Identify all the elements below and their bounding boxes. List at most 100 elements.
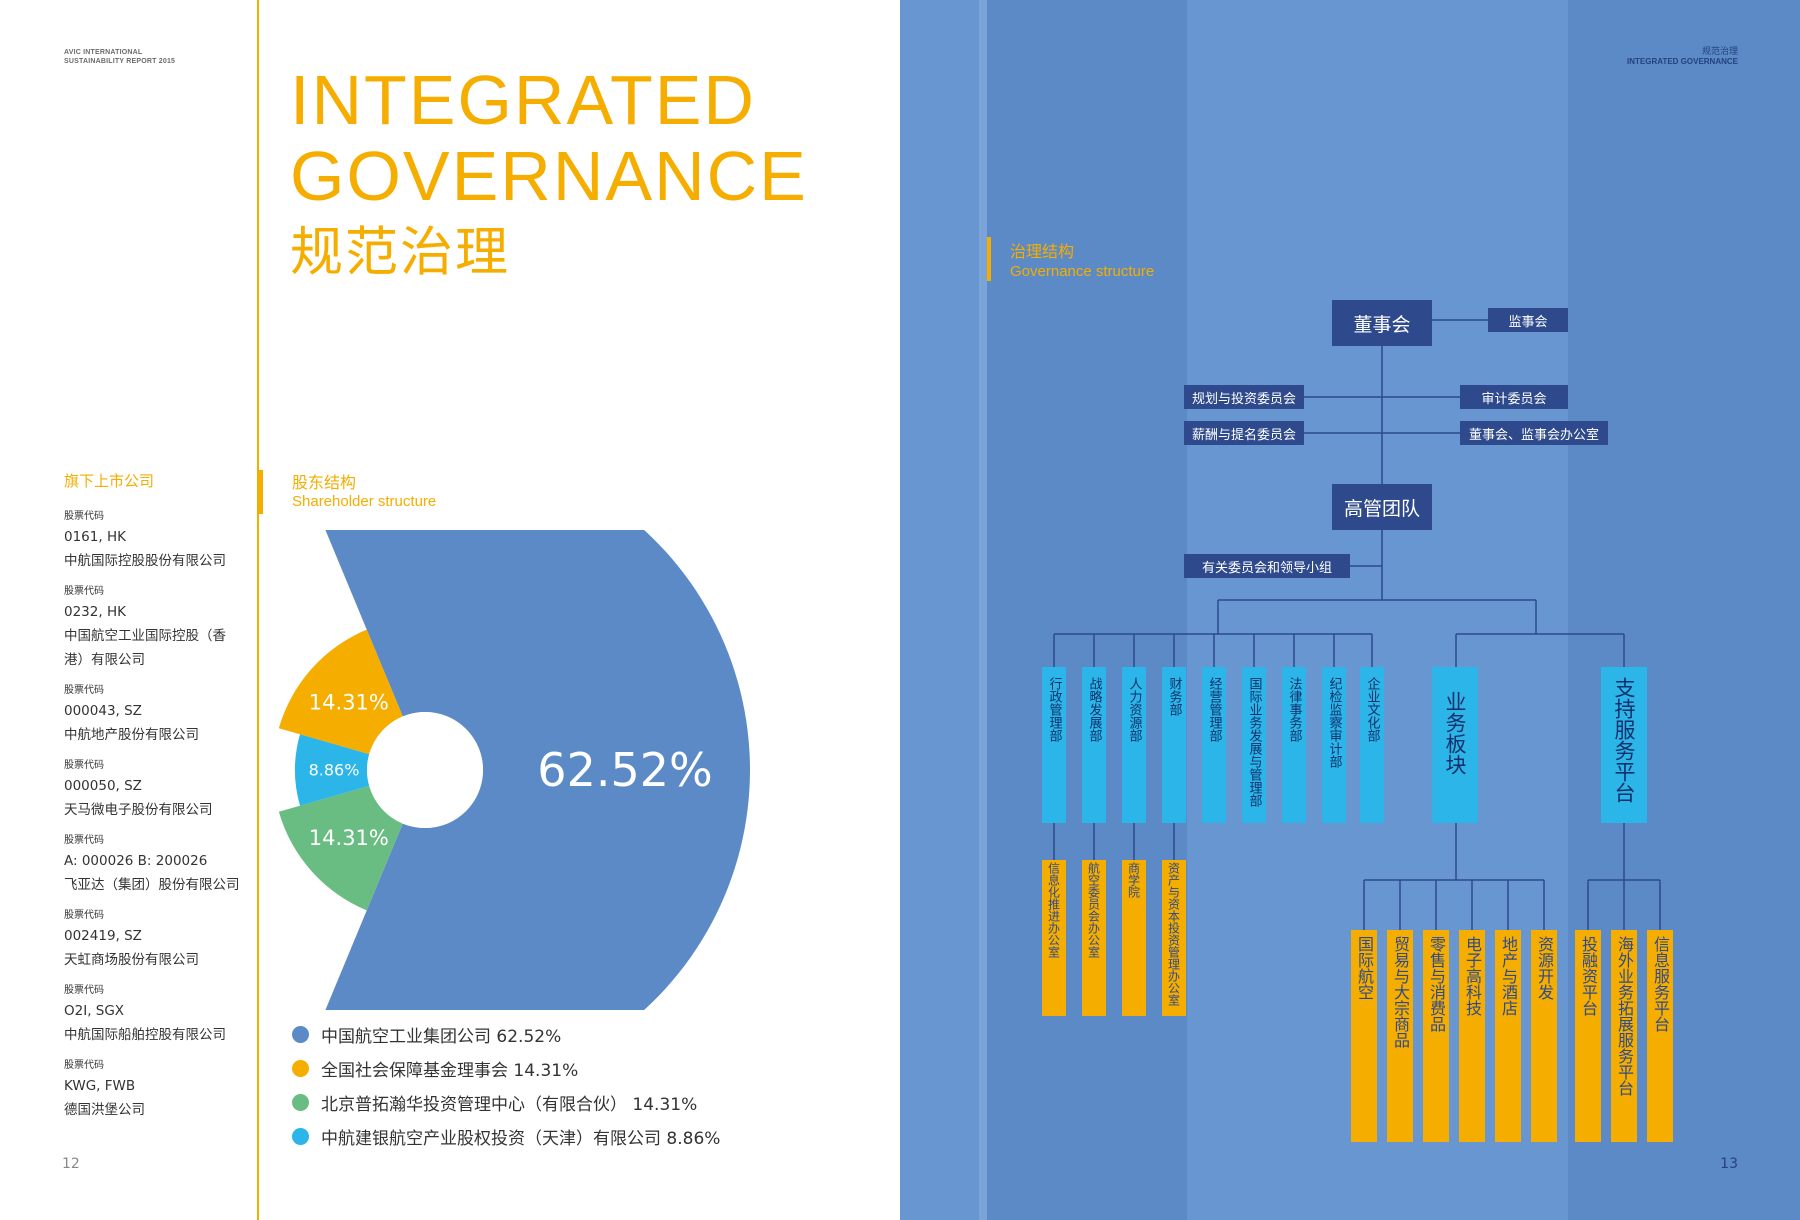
background-stripe [1568, 0, 1800, 1220]
stock-code: 0232, HK [64, 604, 126, 620]
stock-code-label: 股票代码 [64, 685, 104, 696]
department-box-label: 纪检监察审计部 [1326, 677, 1342, 768]
slice-aviation-group [325, 530, 750, 1010]
department-box: 法律事务部 [1282, 667, 1306, 823]
value-label-beijing-putuo: 14.31% [309, 826, 389, 850]
remuneration-nomination-committee-box: 薪酬与提名委员会 [1184, 421, 1304, 445]
legend-label: 中航建银航空产业股权投资（天津）有限公司 8.86% [321, 1128, 721, 1149]
report-header: AVIC INTERNATIONAL SUSTAINABILITY REPORT… [64, 48, 175, 66]
stock-code: 000043, SZ [64, 703, 142, 719]
sub-office-box-label: 资产与资本投资管理办公室 [1166, 862, 1181, 1006]
listed-company: 股票代码 O2I, SGX 中航国际船舶控股有限公司 [64, 983, 254, 1047]
page-title-en: INTEGRATED GOVERNANCE [290, 62, 808, 214]
slice-beijing-putuo [278, 785, 403, 911]
sub-office-box: 信息化推进办公室 [1042, 860, 1066, 1016]
company-name: 天马微电子股份有限公司 [64, 802, 213, 818]
chart-center-hole [367, 712, 483, 828]
background-stripe [979, 0, 987, 1220]
company-name: 德国洪堡公司 [64, 1102, 145, 1118]
listed-company: 股票代码 0161, HK 中航国际控股股份有限公司 [64, 509, 254, 573]
business-segment-label: 业务板块 [1443, 691, 1467, 775]
department-box-label: 企业文化部 [1364, 677, 1380, 742]
business-unit-box: 零售与消费品 [1423, 930, 1449, 1142]
legend-item: 全国社会保障基金理事会 14.31% [292, 1051, 720, 1085]
planning-investment-committee-box: 规划与投资委员会 [1184, 385, 1304, 409]
support-unit-box: 信息服务平台 [1647, 930, 1673, 1142]
legend-label: 全国社会保障基金理事会 14.31% [321, 1060, 579, 1081]
legend-dot [292, 1025, 309, 1043]
listed-company: 股票代码 000050, SZ 天马微电子股份有限公司 [64, 758, 254, 822]
department-box: 战略发展部 [1082, 667, 1106, 823]
background-stripe [987, 0, 1187, 1220]
support-platform-box: 支持服务平台 [1601, 667, 1647, 823]
shareholder-heading-zh: 股东结构 [292, 473, 357, 492]
business-unit-box: 贸易与大宗商品 [1387, 930, 1413, 1142]
department-box: 财务部 [1162, 667, 1186, 823]
listed-companies-list: 股票代码 0161, HK 中航国际控股股份有限公司 股票代码 0232, HK 中国航空… [64, 509, 254, 1133]
slice-social-security-fund [278, 629, 403, 755]
stock-code-label: 股票代码 [64, 511, 104, 522]
page-title-zh: 规范治理 [290, 222, 510, 283]
department-box: 国际业务发展与管理部 [1242, 667, 1266, 823]
section-marker [987, 237, 991, 281]
sub-office-box: 航空委员会办公室 [1082, 860, 1106, 1016]
shareholder-heading-en: Shareholder structure [292, 493, 437, 510]
department-box: 行政管理部 [1042, 667, 1066, 823]
department-box: 人力资源部 [1122, 667, 1146, 823]
department-box-label: 战略发展部 [1086, 677, 1102, 742]
running-header-zh: 规范治理 [1701, 47, 1738, 57]
listed-company: 股票代码 KWG, FWB 德国洪堡公司 [64, 1058, 254, 1122]
department-box-label: 财务部 [1166, 677, 1182, 716]
org-chart-connectors [1053, 300, 1661, 930]
legend-item: 中航建银航空产业股权投资（天津）有限公司 8.86% [292, 1119, 720, 1153]
support-unit-box-label: 海外业务拓展服务平台 [1615, 936, 1634, 1096]
legend-dot [292, 1127, 309, 1145]
legend-dot [292, 1059, 309, 1077]
supervisory-board-box: 监事会 [1488, 308, 1568, 332]
business-unit-box: 电子高科技 [1459, 930, 1485, 1142]
stock-code: O2I, SGX [64, 1003, 125, 1019]
board-office-box: 董事会、监事会办公室 [1460, 421, 1608, 445]
business-unit-box-label: 国际航空 [1355, 936, 1374, 1000]
stock-code: KWG, FWB [64, 1078, 136, 1094]
stock-code-label: 股票代码 [64, 835, 104, 846]
department-box-label: 行政管理部 [1046, 677, 1062, 742]
listed-company: 股票代码 002419, SZ 天虹商场股份有限公司 [64, 908, 254, 972]
listed-company: 股票代码 A: 000026 B: 200026 飞亚达（集团）股份有限公司 [64, 833, 254, 897]
page-number: 13 [1720, 1156, 1738, 1172]
business-unit-box-label: 资源开发 [1535, 936, 1554, 1000]
running-header-en: INTEGRATED GOVERNANCE [1627, 57, 1738, 66]
sub-office-box-label: 航空委员会办公室 [1086, 862, 1101, 958]
report-header-line2: SUSTAINABILITY REPORT 2015 [64, 58, 176, 65]
support-unit-box-label: 信息服务平台 [1651, 936, 1670, 1032]
senior-management-box: 高管团队 [1332, 484, 1432, 530]
right-page: 规范治理 INTEGRATED GOVERNANCE 治理结构 Governan… [900, 0, 1800, 1220]
stock-code-label: 股票代码 [64, 760, 104, 771]
value-label-avic-ccb-fund: 8.86% [309, 761, 360, 780]
report-header-line1: AVIC INTERNATIONAL [64, 49, 143, 56]
department-box-label: 国际业务发展与管理部 [1246, 677, 1262, 807]
company-name: 中国航空工业国际控股（香港）有限公司 [64, 628, 226, 668]
department-box: 纪检监察审计部 [1322, 667, 1346, 823]
chart-legend: 中国航空工业集团公司 62.52% 全国社会保障基金理事会 14.31% 北京普拓瀚… [292, 1017, 720, 1153]
title-line-2: GOVERNANCE [290, 137, 808, 215]
legend-item: 北京普拓瀚华投资管理中心（有限合伙） 14.31% [292, 1085, 720, 1119]
sub-office-box: 商学院 [1122, 860, 1146, 1016]
listed-company: 股票代码 000043, SZ 中航地产股份有限公司 [64, 683, 254, 747]
listed-company: 股票代码 0232, HK 中国航空工业国际控股（香港）有限公司 [64, 584, 254, 672]
value-label-social-security-fund: 14.31% [309, 690, 389, 714]
support-unit-box-label: 投融资平台 [1579, 936, 1598, 1016]
sub-office-box-label: 商学院 [1126, 862, 1141, 898]
stock-code: 000050, SZ [64, 778, 142, 794]
board-of-directors-box: 董事会 [1332, 300, 1432, 346]
business-unit-box: 资源开发 [1531, 930, 1557, 1142]
stock-code: 0161, HK [64, 529, 126, 545]
company-name: 中航国际控股股份有限公司 [64, 553, 226, 569]
left-page: AVIC INTERNATIONAL SUSTAINABILITY REPORT… [62, 0, 808, 1220]
legend-label: 中国航空工业集团公司 62.52% [321, 1026, 562, 1047]
sub-office-box: 资产与资本投资管理办公室 [1162, 860, 1186, 1016]
business-unit-box: 地产与酒店 [1495, 930, 1521, 1142]
leading-groups-box: 有关委员会和领导小组 [1184, 554, 1350, 578]
department-box-label: 法律事务部 [1286, 677, 1302, 742]
business-unit-box-label: 电子高科技 [1463, 936, 1482, 1016]
